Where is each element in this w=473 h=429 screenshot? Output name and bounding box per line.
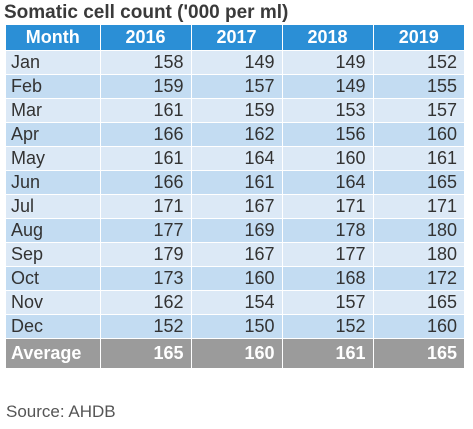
average-value-cell: 165 bbox=[373, 338, 464, 369]
value-cell: 158 bbox=[100, 50, 192, 75]
value-cell: 161 bbox=[100, 146, 192, 171]
value-cell: 161 bbox=[100, 98, 192, 123]
value-cell: 152 bbox=[282, 314, 374, 339]
column-header-year: 2019 bbox=[373, 25, 464, 51]
average-value-cell: 161 bbox=[282, 338, 374, 369]
month-label: Jun bbox=[6, 170, 101, 195]
value-cell: 159 bbox=[191, 98, 283, 123]
month-label: Apr bbox=[6, 122, 101, 147]
value-cell: 166 bbox=[100, 170, 192, 195]
value-cell: 160 bbox=[373, 122, 464, 147]
value-cell: 167 bbox=[191, 194, 283, 219]
value-cell: 160 bbox=[191, 266, 283, 291]
table-row: Apr 166 162 156 160 bbox=[6, 122, 464, 147]
source-note: Source: AHDB bbox=[6, 402, 116, 421]
value-cell: 165 bbox=[373, 290, 464, 315]
value-cell: 160 bbox=[282, 146, 374, 171]
month-label: Jul bbox=[6, 194, 101, 219]
average-value-cell: 160 bbox=[191, 338, 283, 369]
value-cell: 166 bbox=[100, 122, 192, 147]
table-row: Dec 152 150 152 160 bbox=[6, 314, 464, 339]
value-cell: 172 bbox=[373, 266, 464, 291]
average-value-cell: 165 bbox=[100, 338, 192, 369]
month-label: May bbox=[6, 146, 101, 171]
table-row: Oct 173 160 168 172 bbox=[6, 266, 464, 291]
month-label: Oct bbox=[6, 266, 101, 291]
value-cell: 165 bbox=[373, 170, 464, 195]
value-cell: 152 bbox=[100, 314, 192, 339]
value-cell: 177 bbox=[100, 218, 192, 243]
value-cell: 157 bbox=[373, 98, 464, 123]
column-header-month: Month bbox=[6, 25, 101, 51]
value-cell: 173 bbox=[100, 266, 192, 291]
table-row: Nov 162 154 157 165 bbox=[6, 290, 464, 315]
value-cell: 160 bbox=[373, 314, 464, 339]
value-cell: 161 bbox=[191, 170, 283, 195]
table-header: Month 2016 2017 2018 2019 bbox=[6, 25, 464, 51]
value-cell: 180 bbox=[373, 242, 464, 267]
value-cell: 155 bbox=[373, 74, 464, 99]
table-row: May 161 164 160 161 bbox=[6, 146, 464, 171]
table-row: Jul 171 167 171 171 bbox=[6, 194, 464, 219]
value-cell: 157 bbox=[282, 290, 374, 315]
table-row: Mar 161 159 153 157 bbox=[6, 98, 464, 123]
value-cell: 162 bbox=[100, 290, 192, 315]
value-cell: 149 bbox=[191, 50, 283, 75]
chart-title: Somatic cell count ('000 per ml) bbox=[4, 2, 289, 23]
value-cell: 149 bbox=[282, 74, 374, 99]
value-cell: 164 bbox=[282, 170, 374, 195]
table-row: Sep 179 167 177 180 bbox=[6, 242, 464, 267]
table-footer: Average 165 160 161 165 bbox=[6, 338, 464, 369]
header-row: Month 2016 2017 2018 2019 bbox=[6, 25, 464, 51]
value-cell: 177 bbox=[282, 242, 374, 267]
value-cell: 180 bbox=[373, 218, 464, 243]
month-label: Jan bbox=[6, 50, 101, 75]
value-cell: 171 bbox=[100, 194, 192, 219]
value-cell: 150 bbox=[191, 314, 283, 339]
value-cell: 159 bbox=[100, 74, 192, 99]
value-cell: 178 bbox=[282, 218, 374, 243]
value-cell: 164 bbox=[191, 146, 283, 171]
value-cell: 169 bbox=[191, 218, 283, 243]
table-body: Jan 158 149 149 152 Feb 159 157 149 155 Mar 161 159 1… bbox=[6, 50, 464, 339]
somatic-cell-count-table: Month 2016 2017 2018 2019 Jan 158 149 149 152 Feb… bbox=[6, 25, 464, 369]
month-label: Mar bbox=[6, 98, 101, 123]
value-cell: 152 bbox=[373, 50, 464, 75]
average-row: Average 165 160 161 165 bbox=[6, 338, 464, 369]
value-cell: 156 bbox=[282, 122, 374, 147]
value-cell: 167 bbox=[191, 242, 283, 267]
value-cell: 153 bbox=[282, 98, 374, 123]
value-cell: 168 bbox=[282, 266, 374, 291]
average-label: Average bbox=[6, 338, 101, 369]
column-header-year: 2017 bbox=[191, 25, 283, 51]
table-row: Aug 177 169 178 180 bbox=[6, 218, 464, 243]
value-cell: 171 bbox=[282, 194, 374, 219]
column-header-year: 2018 bbox=[282, 25, 374, 51]
month-label: Sep bbox=[6, 242, 101, 267]
value-cell: 149 bbox=[282, 50, 374, 75]
table-row: Feb 159 157 149 155 bbox=[6, 74, 464, 99]
table-row: Jan 158 149 149 152 bbox=[6, 50, 464, 75]
value-cell: 154 bbox=[191, 290, 283, 315]
month-label: Aug bbox=[6, 218, 101, 243]
value-cell: 179 bbox=[100, 242, 192, 267]
value-cell: 162 bbox=[191, 122, 283, 147]
table-row: Jun 166 161 164 165 bbox=[6, 170, 464, 195]
value-cell: 157 bbox=[191, 74, 283, 99]
column-header-year: 2016 bbox=[100, 25, 192, 51]
month-label: Nov bbox=[6, 290, 101, 315]
value-cell: 171 bbox=[373, 194, 464, 219]
month-label: Dec bbox=[6, 314, 101, 339]
value-cell: 161 bbox=[373, 146, 464, 171]
month-label: Feb bbox=[6, 74, 101, 99]
